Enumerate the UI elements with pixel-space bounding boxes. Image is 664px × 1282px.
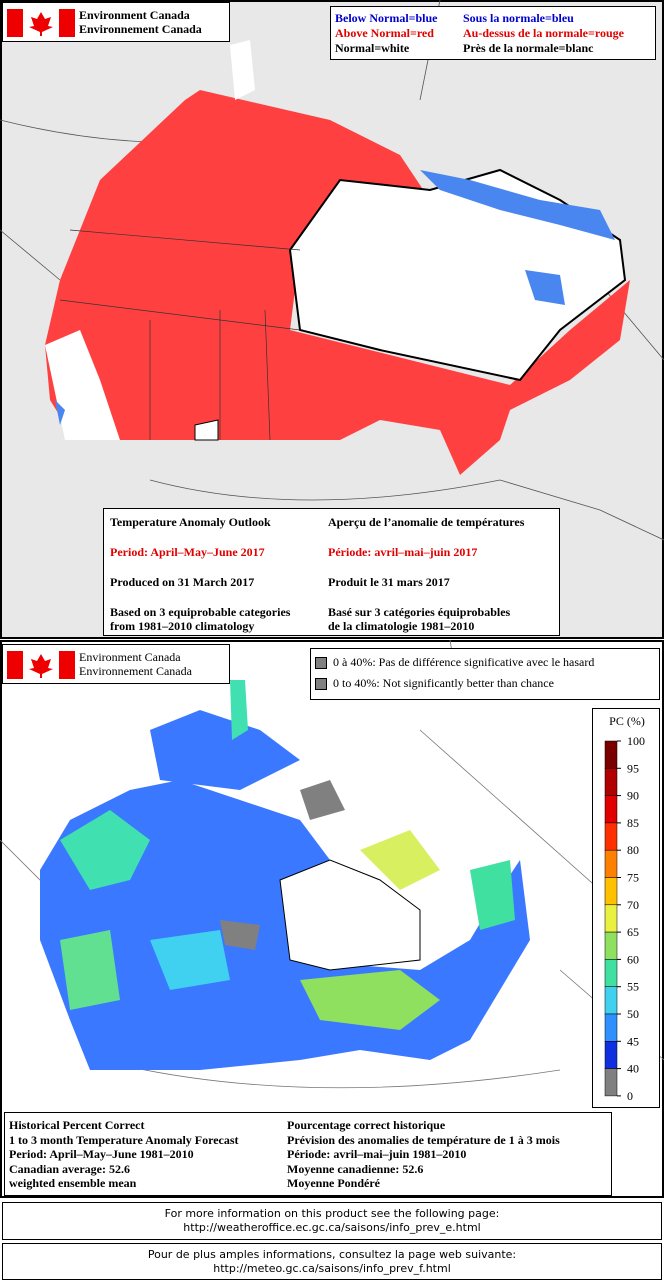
colorbar-segment [604, 986, 618, 1015]
colorbar-label: 75 [627, 871, 639, 885]
flag [7, 651, 75, 679]
colorbar-label: 70 [627, 898, 639, 912]
info-text: Period: April–May–June 2017 [110, 545, 265, 559]
colorbar-segment [604, 795, 618, 824]
info-box: Temperature Anomaly Outlook Period: April… [103, 508, 560, 636]
legend-text: Above Normal=red [335, 26, 434, 40]
legend-box: Below Normal=blue Sous la normale=bleu Abo… [330, 6, 656, 60]
colorbar-segment [604, 904, 618, 933]
info-text: Prévision des anomalies de température d… [287, 1132, 560, 1147]
legend-text: 0 à 40%: Pas de différence significative… [333, 655, 595, 669]
colorbar-segment [604, 768, 618, 796]
legend-text: Normal=white [335, 41, 410, 55]
legend-text: Près de la normale=blanc [463, 41, 594, 55]
legend-text: Au-dessus de la normale=rouge [463, 26, 624, 40]
logo-text: Environnement Canada [79, 664, 192, 678]
logo-text: Environment Canada [79, 8, 190, 22]
colorbar-label: 45 [627, 1034, 639, 1048]
footer-link[interactable]: http://weatheroffice.ec.gc.ca/saisons/in… [183, 1221, 481, 1234]
info-text: Produced on 31 March 2017 [110, 575, 255, 589]
colorbar: PC (%) 100 95 90 85 80 75 70 65 60 55 50 45 40 0 [604, 714, 645, 1103]
info-text: Aperçu de l’anomalie de températures [328, 515, 525, 529]
colorbar-segment [604, 1013, 618, 1042]
info-text: Temperature Anomaly Outlook [110, 515, 271, 529]
info-text: Canadian average: 52.6 [9, 1161, 130, 1176]
logo-text: Environment Canada [79, 650, 181, 664]
info-text: 1 to 3 month Temperature Anomaly Forecas… [9, 1132, 239, 1147]
skill-map [0, 640, 664, 1198]
info-text: Historical Percent Correct [9, 1118, 145, 1132]
footer-text: Pour de plus amples informations, consul… [147, 1248, 517, 1261]
colorbar-label: 50 [627, 1007, 639, 1021]
info-text: Basé sur 3 catégories équiprobables de l… [328, 605, 511, 633]
colorbar-segment [604, 1068, 618, 1097]
colorbar-label: 60 [627, 952, 639, 966]
legend-swatch [315, 678, 327, 690]
flag [7, 9, 75, 37]
legend-text: Below Normal=blue [335, 11, 438, 25]
info-text: Pourcentage correct historique [287, 1118, 446, 1132]
colorbar-label: 90 [627, 789, 639, 803]
colorbar-segment [604, 849, 618, 878]
colorbar-segment [604, 959, 618, 987]
footer-fr: Pour de plus amples informations, consul… [2, 1243, 662, 1280]
legend-swatch [315, 657, 327, 669]
colorbar-segment [604, 822, 618, 851]
colorbar-label: 0 [627, 1089, 633, 1103]
colorbar-label: 40 [627, 1062, 639, 1076]
info-text: weighted ensemble mean [9, 1176, 137, 1190]
legend-box: 0 à 40%: Pas de différence significative… [310, 648, 660, 700]
info-text: Moyenne Pondéré [287, 1176, 380, 1190]
footer-en: For more information on this product see… [2, 1202, 662, 1240]
colorbar-segment [604, 931, 618, 960]
colorbar-segment [604, 1041, 618, 1069]
footer-link[interactable]: http://meteo.gc.ca/saisons/info_prev_f.h… [213, 1262, 451, 1275]
info-text: Period: April–May–June 1981–2010 [9, 1147, 194, 1161]
info-box: Historical Percent Correct 1 to 3 month T… [4, 1112, 612, 1196]
colorbar-label: 100 [627, 734, 645, 748]
colorbar-title: PC (%) [609, 714, 645, 728]
logo-text: Environnement Canada [79, 22, 202, 36]
info-text: Moyenne canadienne: 52.6 [287, 1161, 424, 1176]
colorbar-label: 80 [627, 843, 639, 857]
colorbar-label: 65 [627, 925, 639, 939]
info-text: Période: avril–mai–juin 1981–2010 [287, 1147, 467, 1161]
colorbar-label: 95 [627, 761, 639, 775]
footer-text: For more information on this product see… [164, 1207, 500, 1220]
colorbar-box: PC (%) 100 95 90 85 80 75 70 65 60 55 50 45 40 0 [592, 708, 660, 1108]
info-text: Période: avril–mai–juin 2017 [328, 545, 478, 559]
colorbar-label: 85 [627, 816, 639, 830]
logo-box: Environment Canada Environnement Canada [2, 644, 230, 684]
legend-text: Sous la normale=bleu [463, 11, 574, 25]
colorbar-segment [604, 740, 618, 769]
info-text: Produit le 31 mars 2017 [328, 575, 450, 589]
info-text: Based on 3 equiprobable categories from … [110, 605, 291, 633]
legend-text: 0 to 40%: Not significantly better than … [333, 676, 554, 690]
logo-box: Environment Canada Environnement Canada [2, 2, 230, 42]
colorbar-segment [604, 877, 618, 906]
colorbar-label: 55 [627, 980, 639, 994]
